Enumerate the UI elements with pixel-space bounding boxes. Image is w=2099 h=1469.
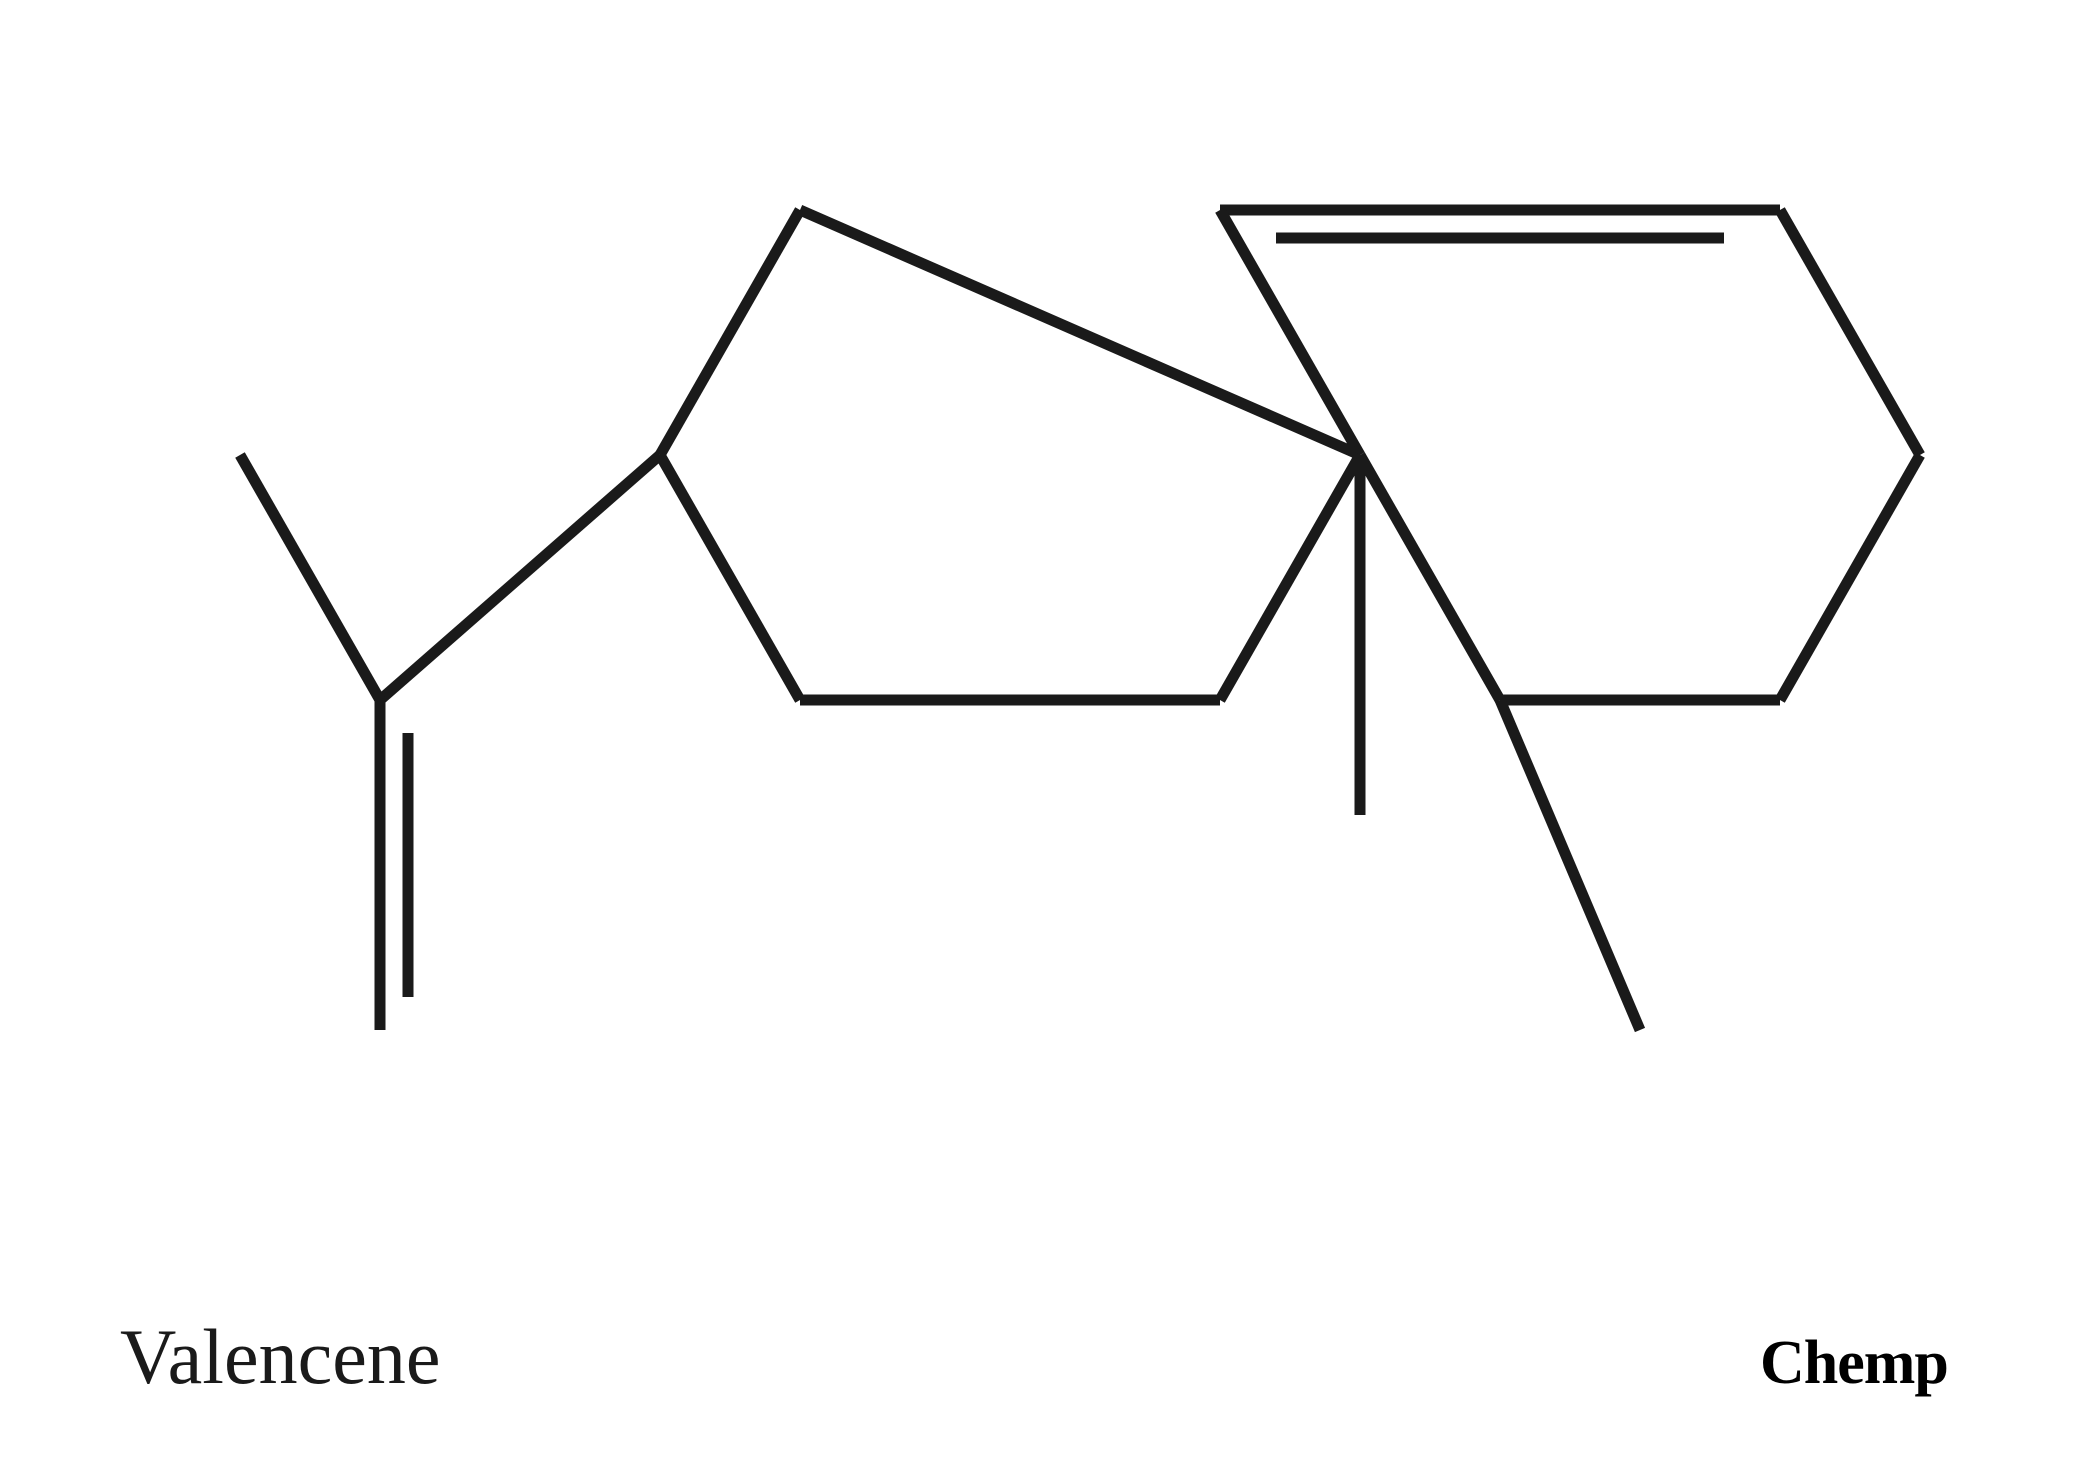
molecule-structure xyxy=(0,0,2099,1469)
brand-logo-text: Chemp xyxy=(1760,1328,1948,1399)
diagram-canvas: Valencene Chemp xyxy=(0,0,2099,1469)
compound-name-label: Valencene xyxy=(120,1312,440,1402)
